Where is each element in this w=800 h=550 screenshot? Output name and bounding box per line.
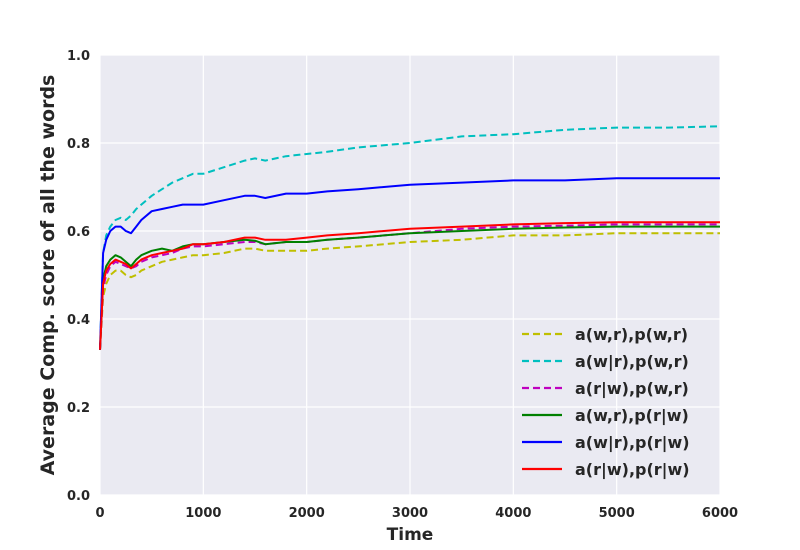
x-tick-label: 0 <box>95 506 104 521</box>
y-tick-label: 0.4 <box>67 313 90 328</box>
x-tick-label: 6000 <box>702 506 738 521</box>
series-line-2 <box>99 125 721 350</box>
legend-entry-label: a(w|r),p(r|w) <box>575 433 690 453</box>
x-tick-labels: 0 1000 2000 3000 4000 5000 6000 <box>95 506 738 521</box>
x-tick-label: 2000 <box>289 506 325 521</box>
x-tick-label: 4000 <box>495 506 531 521</box>
series-line-6 <box>99 221 720 350</box>
series-line-3 <box>99 223 720 350</box>
y-tick-label: 0.0 <box>67 489 90 504</box>
x-tick-label: 5000 <box>599 506 635 521</box>
legend-entry-label: a(r|w),p(w,r) <box>575 379 689 399</box>
y-tick-labels: 0.0 0.2 0.4 0.6 0.8 1.0 <box>67 49 90 504</box>
y-axis-label: Average Comp. score of all the words <box>37 75 59 476</box>
y-tick-label: 0.8 <box>67 137 90 152</box>
series-lines <box>99 125 721 350</box>
y-tick-label: 0.6 <box>67 225 90 240</box>
grid <box>99 54 721 496</box>
x-axis-label: Time <box>387 525 434 545</box>
legend-entry-label: a(w,r),p(w,r) <box>575 325 688 344</box>
legend-entry-label: a(w|r),p(w,r) <box>575 352 689 372</box>
legend-entry-label: a(r|w),p(r|w) <box>575 460 690 480</box>
y-tick-label: 1.0 <box>67 49 90 64</box>
legend-entry-label: a(w,r),p(r|w) <box>575 406 689 426</box>
series-line-5 <box>99 177 720 350</box>
y-tick-label: 0.2 <box>67 401 90 416</box>
x-tick-label: 1000 <box>185 506 221 521</box>
legend: a(w,r),p(w,r) a(w|r),p(w,r) a(r|w),p(w,r) a… <box>522 325 690 480</box>
x-tick-label: 3000 <box>392 506 428 521</box>
series-line-1 <box>99 232 720 350</box>
